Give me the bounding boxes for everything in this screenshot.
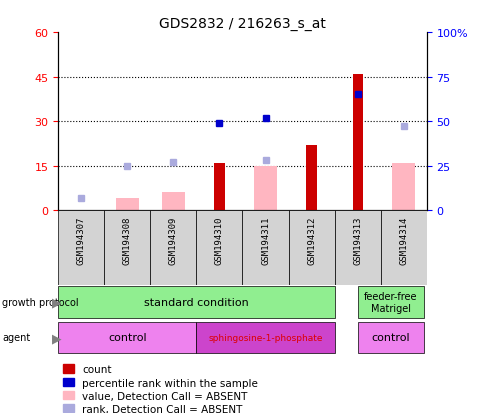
Bar <box>104 211 150 285</box>
Text: ▶: ▶ <box>52 331 62 344</box>
Bar <box>352 74 362 211</box>
Text: GSM194313: GSM194313 <box>352 216 362 265</box>
Bar <box>150 211 196 285</box>
Bar <box>254 166 276 211</box>
Text: sphingosine-1-phosphate: sphingosine-1-phosphate <box>208 333 322 342</box>
Text: control: control <box>108 332 146 343</box>
Text: growth protocol: growth protocol <box>2 297 79 308</box>
Text: agent: agent <box>2 332 30 343</box>
Bar <box>242 211 288 285</box>
Text: GSM194308: GSM194308 <box>122 216 132 265</box>
Text: standard condition: standard condition <box>144 297 248 308</box>
Text: ▶: ▶ <box>52 296 62 309</box>
Bar <box>214 163 224 211</box>
Bar <box>58 211 104 285</box>
Bar <box>288 211 334 285</box>
Bar <box>162 193 184 211</box>
Bar <box>58 322 196 354</box>
Bar <box>196 211 242 285</box>
Text: control: control <box>371 332 409 343</box>
Bar <box>392 163 414 211</box>
Bar <box>116 199 138 211</box>
Title: GDS2832 / 216263_s_at: GDS2832 / 216263_s_at <box>159 17 325 31</box>
Legend: count, percentile rank within the sample, value, Detection Call = ABSENT, rank, : count, percentile rank within the sample… <box>63 365 257 413</box>
Text: feeder-free
Matrigel: feeder-free Matrigel <box>363 292 417 313</box>
Bar <box>196 322 334 354</box>
Text: GSM194309: GSM194309 <box>168 216 178 265</box>
Bar <box>334 211 380 285</box>
Bar <box>380 211 426 285</box>
Bar <box>357 287 424 318</box>
Text: GSM194307: GSM194307 <box>76 216 86 265</box>
Text: GSM194310: GSM194310 <box>214 216 224 265</box>
Text: GSM194312: GSM194312 <box>306 216 316 265</box>
Bar <box>306 145 316 211</box>
Text: GSM194311: GSM194311 <box>260 216 270 265</box>
Bar <box>357 322 424 354</box>
Bar <box>58 287 334 318</box>
Text: GSM194314: GSM194314 <box>398 216 408 265</box>
